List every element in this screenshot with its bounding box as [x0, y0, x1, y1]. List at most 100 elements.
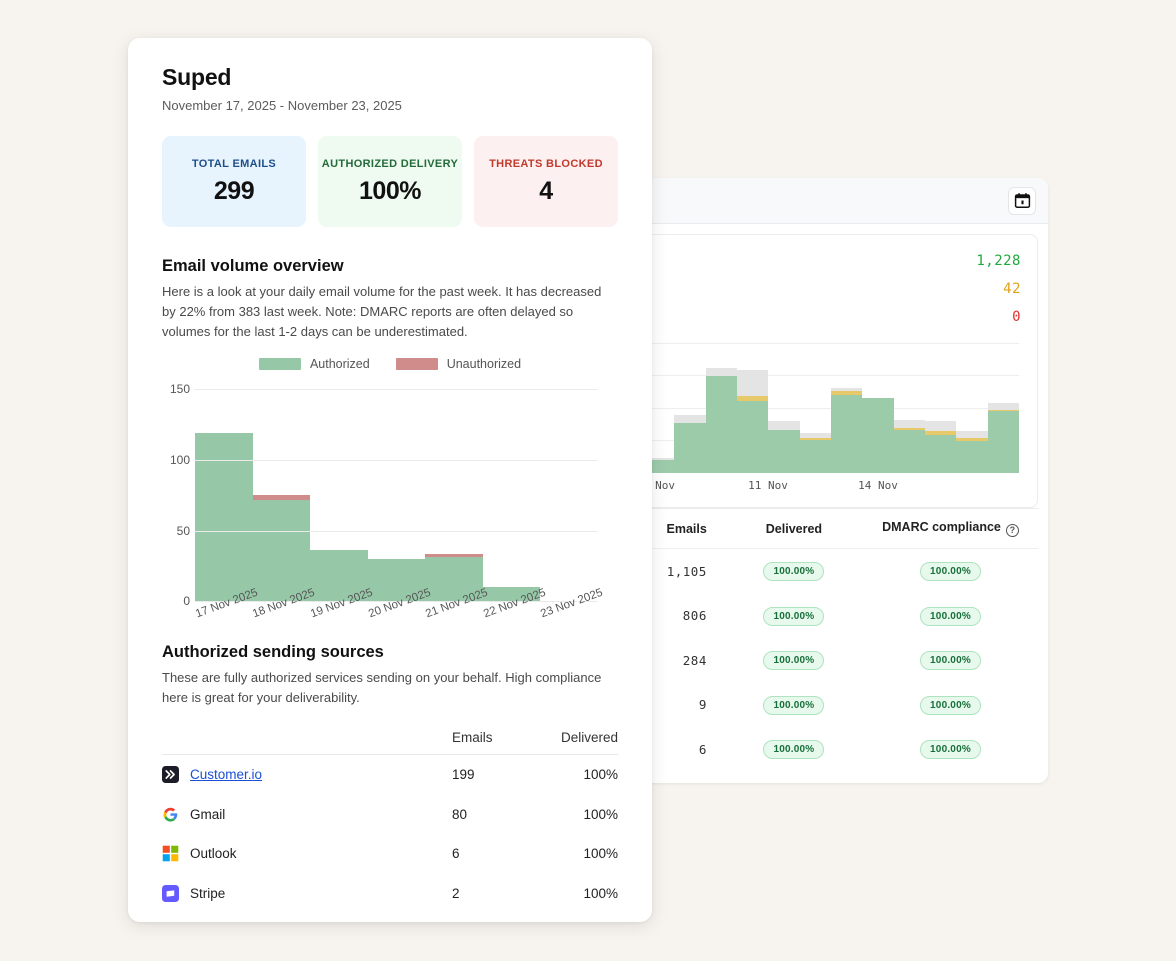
- cell-emails: 199: [452, 767, 475, 782]
- cell-delivered: 100.00%: [725, 561, 863, 582]
- chart-x-axis: 17 Nov 2025 18 Nov 2025 19 Nov 2025 20 Nov …: [194, 587, 605, 657]
- chart-bar: [425, 389, 483, 602]
- chart-y-tick-label: 50: [176, 523, 190, 538]
- source-name-link[interactable]: Customer.io: [190, 767, 263, 782]
- background-bar-segment: [736, 369, 769, 397]
- kpi-label: AUTHORIZED DELIVERY: [321, 158, 459, 171]
- status-badge: 100.00%: [763, 651, 825, 671]
- kpi-value: 299: [213, 176, 255, 205]
- summary-value: 1,228: [976, 253, 1021, 269]
- cell-emails: 1,105: [666, 563, 707, 579]
- legend-label: Unauthorized: [446, 357, 522, 372]
- cell-delivered: 100%: [583, 806, 618, 822]
- background-bar-segment: [705, 368, 737, 377]
- report-date-range: November 17, 2025 - November 23, 2025: [162, 98, 402, 113]
- section-body-email-volume: Here is a look at your daily email volum…: [162, 284, 602, 339]
- source-row[interactable]: Customer.io 199 100%: [162, 755, 618, 795]
- background-chart-bar: [830, 343, 863, 473]
- background-bar-segment: [987, 411, 1019, 473]
- cell-emails: 284: [682, 652, 707, 668]
- chart-y-tick-label: 0: [183, 594, 190, 609]
- column-header-delivered: Delivered: [765, 521, 823, 536]
- background-bar-segment: [674, 423, 706, 473]
- chart-plot-area: [195, 389, 598, 603]
- bar-segment-authorized: [367, 558, 426, 602]
- background-bar-segment: [893, 427, 925, 430]
- cell-dmarc-compliance: 100.00%: [863, 606, 1038, 626]
- bar-segment-authorized: [310, 550, 368, 602]
- status-badge: 100.00%: [763, 695, 825, 715]
- question-circle-icon[interactable]: ?: [1005, 523, 1019, 537]
- background-bar-segment: [956, 431, 988, 438]
- background-bar-segment: [799, 437, 831, 440]
- background-bar-segment: [924, 434, 957, 473]
- chart-bar: [367, 389, 426, 602]
- cell-delivered: 100.00%: [725, 739, 863, 760]
- table-row[interactable]: 284 100.00% 100.00%: [530, 638, 1038, 683]
- column-header-emails: Emails: [666, 521, 707, 536]
- kpi-value: 100%: [359, 176, 421, 205]
- cell-source: Gmail: [162, 806, 408, 823]
- background-bar-segment: [862, 398, 894, 473]
- source-row[interactable]: Gmail 80 100%: [162, 794, 618, 834]
- background-bar-segment: [830, 388, 863, 392]
- cell-dmarc-compliance: 100.00%: [863, 561, 1038, 582]
- column-header-dmarc-compliance: DMARC compliance?: [863, 520, 1038, 537]
- legend-swatch-unauthorized: [395, 358, 438, 371]
- background-chart-bar: [799, 343, 831, 473]
- kpi-value: 4: [539, 176, 553, 205]
- status-badge: 100.00%: [920, 606, 981, 626]
- chart-bar: [310, 389, 368, 602]
- chart-bar: [482, 389, 541, 602]
- gmail-icon: [163, 807, 178, 822]
- kpi-card-threats-blocked: THREATS BLOCKED 4: [474, 136, 618, 227]
- background-sources-table: Emails Delivered DMARC compliance? 1,105…: [530, 508, 1038, 772]
- kpi-label: TOTAL EMAILS: [191, 158, 277, 171]
- cell-emails: 6: [452, 846, 460, 861]
- status-badge: 100.00%: [920, 740, 981, 760]
- background-bar-segment: [736, 396, 769, 402]
- date-range-picker-button[interactable]: [1008, 186, 1036, 215]
- cell-emails: 806: [682, 608, 707, 624]
- chart-y-tick-label: 150: [169, 382, 190, 397]
- table-header-row: Emails Delivered DMARC compliance?: [530, 509, 1038, 549]
- section-title-email-volume: Email volume overview: [162, 257, 344, 275]
- legend-item-unauthorized: Unauthorized: [395, 357, 522, 372]
- summary-value: 42: [1003, 281, 1021, 297]
- column-header-delivered: Delivered: [560, 729, 618, 745]
- cell-delivered: 100%: [583, 885, 618, 901]
- source-name: Gmail: [190, 806, 226, 822]
- chart-gridline: [195, 389, 598, 391]
- chart-bar: [252, 389, 311, 602]
- source-row[interactable]: Stripe 2 100%: [162, 873, 618, 913]
- cell-source: Stripe: [162, 884, 408, 902]
- section-body-authorized-sources: These are fully authorized services send…: [162, 670, 602, 705]
- background-bar-segment: [956, 441, 988, 473]
- cell-delivered: 100.00%: [725, 650, 863, 671]
- chart-gridline: [195, 530, 598, 532]
- bar-segment-authorized: [195, 433, 253, 602]
- background-bar-segment: [705, 376, 737, 473]
- table-row[interactable]: 806 100.00% 100.00%: [530, 594, 1038, 639]
- cell-emails: 9: [698, 697, 707, 713]
- table-row[interactable]: 9 100.00% 100.00%: [530, 683, 1038, 728]
- background-chart-bar: [893, 343, 925, 473]
- background-chart-bar: [736, 343, 769, 473]
- background-bar-segment: [830, 394, 863, 473]
- background-bar-segment: [924, 431, 957, 435]
- background-bar-segment: [987, 409, 1019, 412]
- kpi-summary-group: TOTAL EMAILS 299 AUTHORIZED DELIVERY 100…: [162, 136, 618, 227]
- bar-segment-authorized: [252, 499, 311, 602]
- background-bar-segment: [768, 429, 800, 473]
- table-row[interactable]: 6 100.00% 100.00%: [530, 727, 1038, 772]
- background-bar-segment: [674, 414, 706, 423]
- source-name: Stripe: [190, 885, 226, 901]
- table-row[interactable]: 1,105 100.00% 100.00%: [530, 549, 1038, 594]
- status-badge: 100.00%: [763, 562, 825, 582]
- background-bar-segment: [799, 433, 831, 438]
- kpi-card-total-emails: TOTAL EMAILS 299: [162, 136, 306, 227]
- bar-segment-unauthorized: [252, 495, 311, 500]
- source-row[interactable]: Outlook 6 100%: [162, 834, 618, 874]
- status-badge: 100.00%: [763, 740, 825, 760]
